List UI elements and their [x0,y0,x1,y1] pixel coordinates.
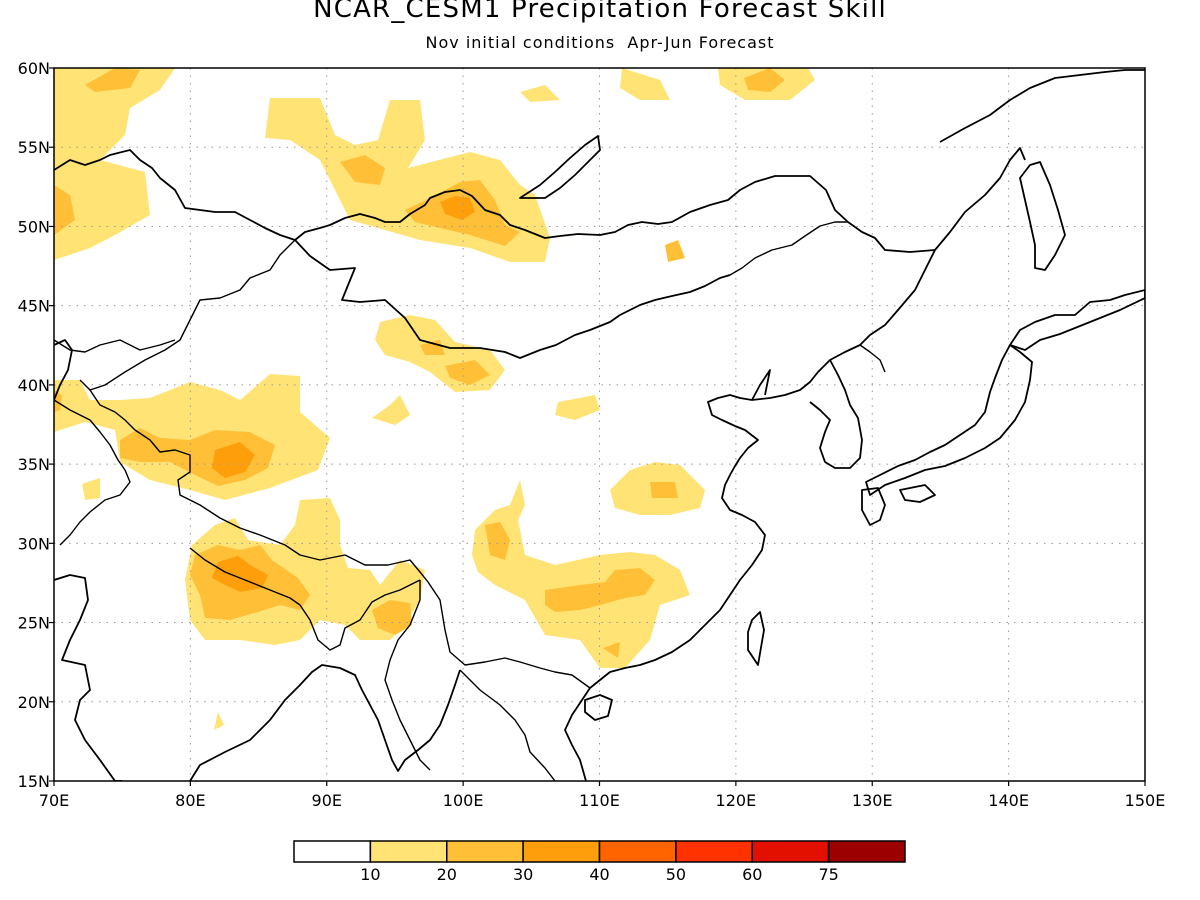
border-china-kazakhstan [79,239,296,391]
coastline-bay-of-bengal [189,664,461,781]
figure-subtitle: Nov initial conditions Apr-Jun Forecast [425,33,775,52]
coastline-japan-shikoku [899,484,936,503]
lat-tick-label: 50N [18,217,50,236]
lon-tick-label: 80E [175,791,205,810]
figure-title: NCAR_CESM1 Precipitation Forecast Skill [313,0,887,24]
colorbar-swatch [369,840,448,863]
colorbar-label: 40 [589,865,609,884]
lat-tick-label: 35N [18,455,50,474]
colorbar-swatch [751,840,830,863]
coastline-china-east [589,344,861,689]
lon-tick-label: 110E [579,791,620,810]
coastline-korea [809,359,863,469]
coastline-hainan [584,694,613,721]
lon-tick-label: 150E [1125,791,1166,810]
coastline-lake-baikal [519,135,601,199]
lat-tick-label: 55N [18,138,50,157]
coastline-caspian [54,339,73,401]
coastline-south-asia [54,574,116,781]
colorbar-label: 20 [437,865,457,884]
border-china-west [89,389,429,583]
colorbar-swatch [446,840,524,863]
lat-tick-label: 40N [18,376,50,395]
lat-tick-label: 25N [18,614,50,633]
coastline-tatar-strait [934,147,1026,251]
country-borders [54,221,886,781]
coastline-hokkaido [1009,289,1145,351]
lat-tick-label: 15N [18,772,50,791]
border-nepal [189,547,301,606]
border-central-asia [54,339,176,353]
colorbar-swatch [293,840,372,863]
lon-tick-label: 120E [716,791,757,810]
skill-level-10-20 [54,68,815,730]
colorbar-swatch [598,840,677,863]
border-china-russia-east [729,221,848,276]
coastline-bohai [751,369,771,401]
border-china-se-asia [427,581,591,689]
colorbar: 10 20 30 40 50 60 75 [293,840,906,884]
border-india-bangladesh [299,579,421,651]
coastline-taiwan [747,611,765,666]
lat-tick-label: 20N [18,693,50,712]
lon-tick-label: 140E [988,791,1029,810]
lat-tick-label: 45N [18,297,50,316]
colorbar-swatch [522,840,601,863]
skill-shading [54,68,815,730]
colorbar-label: 10 [360,865,380,884]
coastline-japan-honshu [865,344,1033,496]
colorbar-label: 50 [666,865,686,884]
coastline-okhotsk [939,69,1145,143]
coastline-vietnam [564,687,591,781]
colorbar-swatch [675,840,753,863]
coastline-japan-kyushu [861,487,886,526]
coastline-mongolia-south [294,239,731,359]
colorbar-swatch [827,840,906,863]
lat-tick-label: 60N [18,59,50,78]
lat-tick-label: 30N [18,534,50,553]
colorbar-label: 75 [818,865,838,884]
lon-tick-label: 100E [443,791,484,810]
border-laos-vietnam [459,669,556,781]
colorbar-label: 60 [742,865,762,884]
axes: 70E 80E 90E 100E 110E 120E 130E 140E 150E 15N 20N 2… [18,59,1166,810]
coastline-sakhalin [1019,161,1066,271]
lon-tick-label: 130E [852,791,893,810]
border-myanmar [384,580,431,771]
lon-tick-label: 90E [312,791,342,810]
border-ne-china-korea [859,344,886,373]
border-afghanistan [54,399,131,546]
lon-tick-label: 70E [39,791,69,810]
colorbar-label: 30 [513,865,533,884]
